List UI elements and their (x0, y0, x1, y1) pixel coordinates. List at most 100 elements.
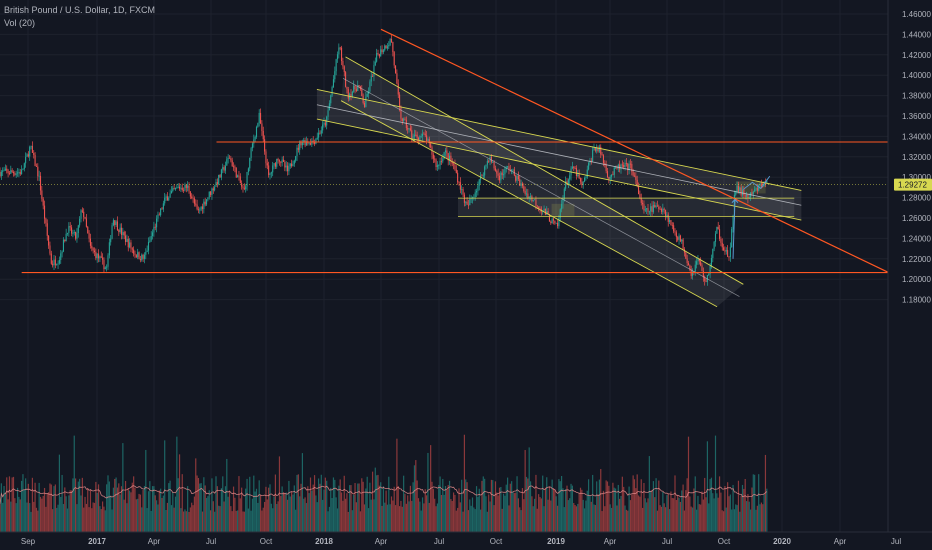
volume-bar (149, 481, 151, 532)
volume-bar (490, 479, 492, 532)
candle-body (85, 218, 87, 227)
volume-bar (291, 491, 293, 532)
volume-bar (628, 486, 630, 532)
volume-bar (361, 478, 363, 532)
volume-bar (7, 499, 9, 532)
volume-bar (480, 509, 482, 532)
volume-bar (232, 486, 235, 532)
volume-bar (629, 500, 632, 532)
candle-body (72, 233, 74, 234)
volume-bar (138, 493, 140, 532)
candle-body (735, 191, 737, 195)
candle-body (416, 134, 418, 138)
volume-bar (347, 511, 349, 532)
volume-bar (281, 486, 283, 532)
price-tick-label: 1.26000 (902, 214, 931, 223)
volume-bar (164, 440, 166, 532)
volume-bar (386, 504, 389, 532)
volume-bar (539, 497, 541, 532)
candle-body (296, 147, 298, 157)
candle-body (95, 252, 97, 259)
volume-bar (8, 476, 11, 532)
volume-bar (725, 507, 727, 532)
candle-body (486, 161, 488, 165)
candle-body (399, 94, 401, 108)
candle-body (212, 188, 214, 191)
volume-ma-path (0, 485, 768, 505)
candle-body (316, 137, 318, 139)
volume-bar (320, 474, 322, 532)
volume-bar (114, 478, 116, 532)
candle-body (376, 53, 378, 62)
time-axis[interactable]: Sep 2017 Apr Jul Oct 2018 Apr Jul Oct 2019 Apr Jul O… (0, 531, 932, 550)
candle-body (199, 209, 201, 211)
price-tick-label: 1.40000 (902, 71, 931, 80)
volume-bar (648, 456, 650, 532)
volume-bar (370, 499, 372, 532)
candle-body (261, 123, 263, 132)
volume-bar (151, 486, 154, 532)
candle-body (640, 198, 642, 203)
volume-bar (227, 496, 229, 532)
candle-body (37, 166, 39, 177)
volume-bar (237, 510, 239, 532)
candle-body (435, 159, 437, 168)
candle-body (161, 208, 163, 210)
legend: British Pound / U.S. Dollar, 1D, FXCM Vo… (4, 4, 155, 30)
candle-body (635, 176, 637, 180)
candle-body (601, 154, 603, 156)
volume-bar (531, 496, 533, 532)
volume-bar (253, 475, 255, 532)
volume-bar (166, 502, 168, 532)
volume-bar (566, 485, 568, 532)
price-axis[interactable]: 1.46000 1.44000 1.42000 1.40000 1.38000 1.360… (887, 0, 932, 550)
candle-body (384, 45, 386, 51)
volume-bar (216, 486, 218, 532)
candle-body (278, 160, 280, 162)
candle-body (434, 158, 436, 160)
support-zone (458, 198, 795, 217)
volume-bar (60, 496, 62, 532)
volume-bar (103, 506, 105, 532)
volume-bar (482, 476, 484, 532)
candle-body (300, 141, 302, 146)
candle-body (15, 173, 17, 175)
candle-body (185, 184, 187, 188)
candle-body (497, 173, 499, 176)
volume-indicator-label[interactable]: Vol (20) (4, 18, 36, 28)
volume-bar (342, 500, 344, 532)
candle-body (660, 209, 663, 212)
volume-bar (57, 504, 59, 532)
candle-body (438, 165, 440, 166)
candle-body (388, 45, 390, 47)
symbol-title[interactable]: British Pound / U.S. Dollar, 1D, FXCM (4, 5, 156, 15)
time-axis-bg (0, 532, 932, 550)
volume-bar (316, 502, 318, 532)
candle-body (449, 155, 451, 161)
candle-body (646, 208, 648, 210)
candle-body (141, 254, 143, 261)
candle-body (658, 206, 660, 210)
candle-body (419, 136, 421, 140)
volume-bar (700, 504, 702, 532)
volume-bar (693, 488, 695, 532)
volume-bar (450, 499, 452, 532)
candle-body (68, 226, 70, 233)
candle-body (528, 196, 530, 199)
volume-bar (307, 486, 309, 532)
candle-body (633, 175, 636, 177)
candle-body (474, 192, 476, 197)
candle-body (58, 259, 60, 264)
candle-body (551, 218, 553, 224)
candle-body (743, 189, 745, 196)
volume-bar (315, 495, 317, 532)
volume-bar (309, 477, 312, 532)
candle-body (134, 253, 136, 256)
candle-body (231, 160, 233, 167)
candle-body (378, 54, 380, 57)
volume-bar (752, 474, 754, 532)
volume-bar (106, 484, 108, 532)
volume-bar (311, 490, 313, 532)
